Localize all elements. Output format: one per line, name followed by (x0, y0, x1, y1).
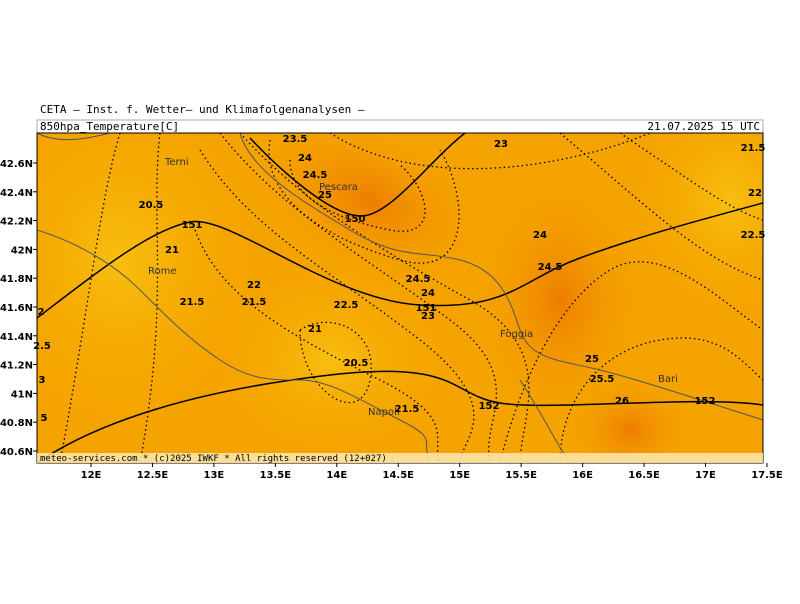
valid-time: 21.07.2025 15 UTC (647, 120, 760, 133)
contour-label: 22 (247, 280, 261, 291)
contour-label: 23 (494, 139, 508, 150)
contour-label: 20.5 (139, 200, 164, 211)
contour-label: 151 (182, 220, 203, 231)
contour-label: 21 (165, 245, 179, 256)
y-tick-label: 40.8N (0, 418, 33, 429)
contour-label: 21 (308, 324, 322, 335)
contour-label: 20.5 (344, 358, 369, 369)
y-tick-label: 41.8N (0, 274, 33, 285)
x-tick-label: 14.5E (382, 470, 414, 481)
contour-label: 151 (416, 303, 437, 314)
y-tick-label: 41.6N (0, 303, 33, 314)
map-area (37, 133, 763, 463)
contour-label: 24.5 (303, 170, 328, 181)
city-label: Terni (164, 157, 189, 168)
x-tick-label: 12E (81, 470, 102, 481)
y-tick-label: 40.6N (0, 447, 33, 458)
x-tick-label: 15E (449, 470, 470, 481)
contour-label: 24 (533, 230, 547, 241)
city-label: Rome (148, 266, 177, 277)
contour-label: 24 (421, 288, 435, 299)
contour-label: 23.5 (283, 134, 308, 145)
y-tick-label: 42.4N (0, 188, 33, 199)
x-tick-label: 13.5E (260, 470, 292, 481)
x-tick-label: 16.5E (628, 470, 660, 481)
x-tick-label: 14E (326, 470, 347, 481)
contour-label: 21.5 (395, 404, 420, 415)
y-tick-label: 42N (11, 245, 33, 256)
contour-label: 2.5 (33, 341, 51, 352)
contour-label: 25.5 (590, 374, 615, 385)
city-label: Napoli (368, 407, 400, 418)
y-tick-label: 42.2N (0, 217, 33, 228)
x-tick-label: 17.5E (751, 470, 783, 481)
contour-label: 22.5 (334, 300, 359, 311)
contour-label: 25 (318, 190, 332, 201)
y-tick-label: 42.6N (0, 159, 33, 170)
x-tick-label: 12.5E (137, 470, 169, 481)
footer: meteo-services.com * (c)2025 IWKF * All … (40, 454, 387, 464)
contour-label: 24.5 (538, 262, 563, 273)
institute: CETA – Inst. f. Wetter– und Klimafolgena… (40, 103, 365, 116)
x-tick-label: 13E (204, 470, 225, 481)
footer-bar (37, 453, 763, 463)
contour-label: 26 (615, 396, 629, 407)
city-label: Bari (658, 374, 678, 385)
city-label: Pescara (319, 182, 358, 193)
contour-label: 152 (695, 396, 716, 407)
contour-label: 22.5 (741, 230, 766, 241)
city-label: Foggia (500, 329, 533, 340)
x-tick-label: 17E (695, 470, 716, 481)
contour-label: 21.5 (741, 143, 766, 154)
contour-label: 2 (38, 307, 45, 318)
contour-label: 23 (421, 311, 435, 322)
contour-label: 21.5 (242, 297, 267, 308)
contour-label: 3 (39, 375, 46, 386)
contour-label: 152 (479, 401, 500, 412)
contour-label: 21.5 (180, 297, 205, 308)
x-tick-label: 16E (572, 470, 593, 481)
contour-label: 24 (298, 153, 312, 164)
y-tick-label: 41.4N (0, 332, 33, 343)
contour-label: 25 (585, 354, 599, 365)
field-name: 850hpa_Temperature[C] (40, 120, 179, 133)
y-tick-label: 41.2N (0, 361, 33, 372)
y-tick-label: 41N (11, 389, 33, 400)
contour-label: 150 (345, 214, 366, 225)
contour-label: 24.5 (406, 274, 431, 285)
contour-label: 22 (748, 188, 762, 199)
contour-label: 5 (41, 413, 48, 424)
x-tick-label: 15.5E (505, 470, 537, 481)
